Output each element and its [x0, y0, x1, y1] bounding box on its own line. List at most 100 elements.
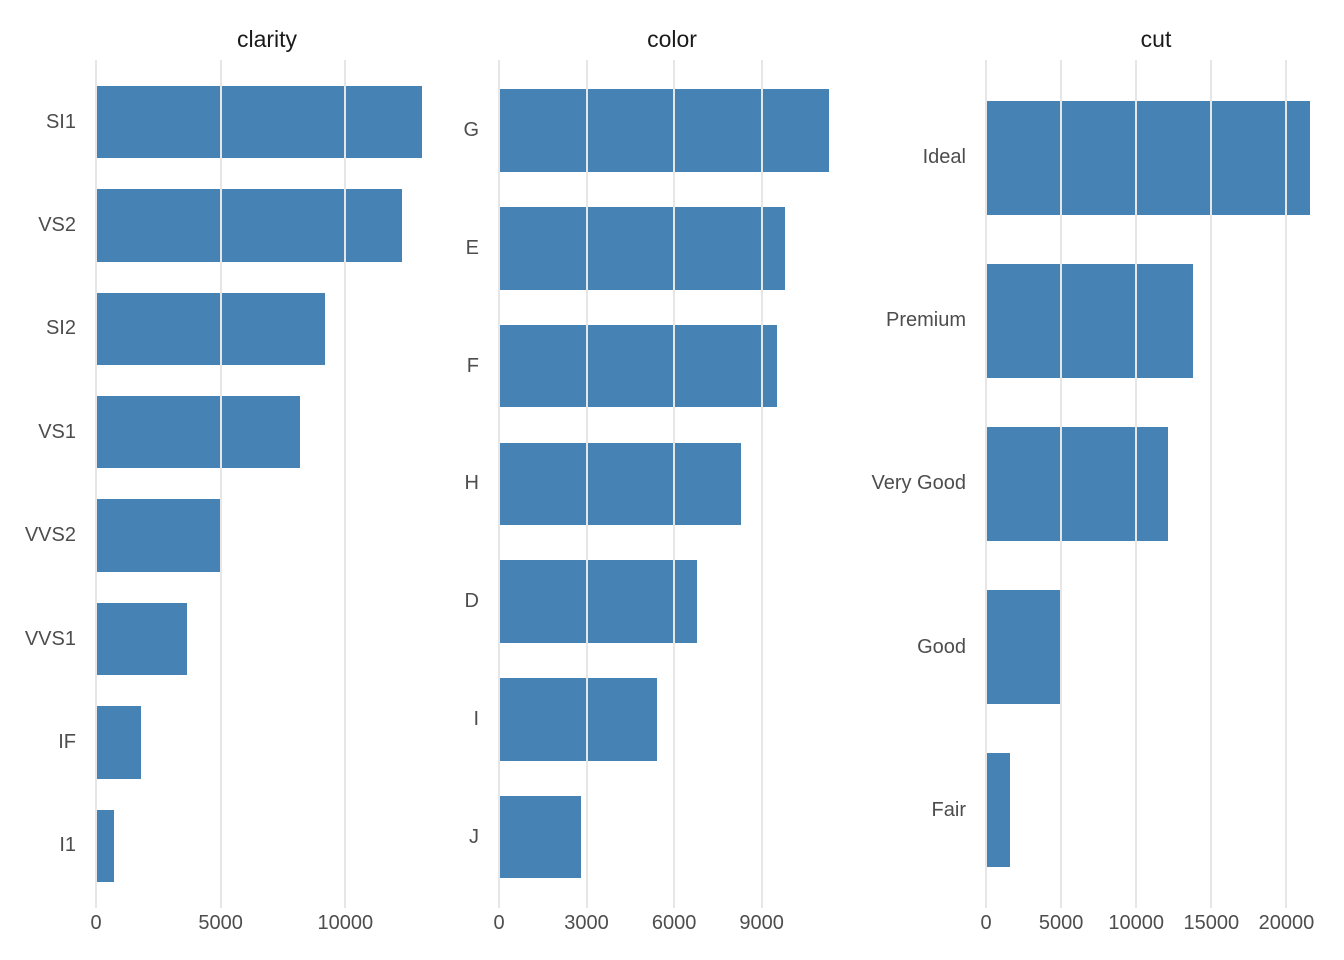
bar-row	[499, 190, 845, 308]
bar	[499, 324, 778, 408]
gridline	[95, 60, 97, 908]
bar	[96, 706, 141, 779]
category-label-row: H	[448, 425, 479, 543]
bar-row	[96, 484, 438, 587]
bar-row	[96, 691, 438, 794]
bar	[499, 207, 785, 290]
gridline	[1285, 60, 1288, 908]
category-label: D	[464, 590, 479, 613]
category-labels: Ideal Premium Very Good Good Fair	[871, 60, 966, 908]
gridline	[1135, 60, 1138, 908]
gridline	[498, 60, 500, 908]
category-label-row: E	[448, 190, 479, 308]
bar	[986, 426, 1168, 542]
category-label: H	[464, 472, 479, 495]
category-label: Good	[917, 635, 966, 658]
x-tick-label: 20000	[1258, 912, 1315, 934]
category-label: VVS1	[24, 627, 76, 650]
plot-area	[95, 60, 438, 908]
category-label: Premium	[885, 309, 966, 332]
category-label-row: Ideal	[896, 76, 966, 239]
bar	[96, 396, 300, 469]
bar	[499, 678, 658, 761]
bar-row	[96, 277, 438, 380]
plot-area	[985, 60, 1326, 908]
x-tick-label: 15000	[1183, 912, 1240, 934]
category-label-row: VVS2	[0, 484, 76, 587]
x-tick-label: 5000	[198, 912, 243, 934]
bar	[96, 602, 188, 676]
x-axis: 0 3000 6000 9000	[448, 910, 896, 936]
category-label-row: VVS1	[0, 587, 76, 690]
bar-row	[499, 425, 845, 543]
category-label-row: VS1	[0, 381, 76, 484]
x-tick-label: 5000	[1038, 912, 1084, 934]
x-tick-label: 9000	[739, 912, 784, 934]
category-label: I	[473, 707, 479, 730]
category-label-row: SI2	[0, 277, 76, 380]
panel-title: clarity	[236, 26, 298, 52]
bar	[499, 442, 742, 526]
bar-row	[986, 239, 1326, 402]
category-label: VS1	[38, 420, 76, 443]
x-axis: 0 5000 10000 15000 20000	[896, 910, 1344, 936]
category-labels: G E F H D I J	[448, 60, 479, 908]
bar-row	[96, 794, 438, 897]
x-tick-label: 0	[980, 912, 992, 934]
panel-color: color G E F H D I J 0 3000 6000 9000	[448, 0, 896, 960]
x-axis: 0 5000 10000	[0, 910, 448, 936]
category-label-row: Good	[896, 565, 966, 728]
bar-row	[96, 174, 438, 277]
bar	[96, 499, 223, 572]
bar	[499, 796, 581, 879]
bar-row	[986, 402, 1326, 565]
panel-clarity: clarity SI1 VS2 SI2 VS1 VVS2 VVS1 IF I1 0 5000 10…	[0, 0, 448, 960]
bar	[986, 263, 1194, 378]
bar-row	[499, 543, 845, 661]
gridline	[344, 60, 347, 908]
category-label-row: Fair	[896, 729, 966, 892]
bar-row	[499, 778, 845, 896]
category-label-row: VS2	[0, 174, 76, 277]
x-tick-label: 3000	[564, 912, 609, 934]
category-label: E	[465, 236, 479, 259]
category-label: IF	[58, 730, 76, 753]
gridline	[1060, 60, 1063, 908]
category-label: F	[466, 354, 479, 377]
bar-row	[499, 307, 845, 425]
x-tick-label: 10000	[317, 912, 374, 934]
category-label-row: Very Good	[871, 402, 966, 565]
bar	[96, 189, 402, 262]
bar-row	[499, 72, 845, 190]
category-label: Very Good	[871, 472, 966, 495]
x-tick-label: 10000	[1108, 912, 1165, 934]
bar	[986, 753, 1011, 868]
bar	[986, 100, 1310, 215]
x-tick-label: 6000	[651, 912, 697, 934]
category-label: J	[469, 825, 479, 848]
gridline	[760, 60, 763, 908]
bar	[96, 292, 326, 366]
bar-row	[499, 661, 845, 779]
gridline	[1210, 60, 1213, 908]
category-label-row: J	[448, 778, 479, 896]
bar	[96, 809, 115, 883]
category-label: VS2	[38, 213, 76, 236]
gridline	[585, 60, 588, 908]
bar	[96, 85, 422, 159]
bar-row	[986, 565, 1326, 728]
category-label-row: G	[448, 72, 479, 190]
bar-row	[96, 70, 438, 173]
category-labels: SI1 VS2 SI2 VS1 VVS2 VVS1 IF I1	[0, 60, 76, 908]
category-label: G	[463, 119, 479, 142]
category-label-row: I1	[0, 794, 76, 897]
bar	[499, 560, 697, 643]
category-label: SI1	[45, 110, 76, 133]
gridline	[219, 60, 222, 908]
category-label-row: F	[448, 307, 479, 425]
panel-cut: cut Ideal Premium Very Good Good Fair 0 5000 1…	[871, 0, 1344, 960]
bar	[986, 589, 1060, 705]
x-tick-label: 0	[90, 912, 102, 934]
category-label-row: SI1	[0, 70, 76, 173]
